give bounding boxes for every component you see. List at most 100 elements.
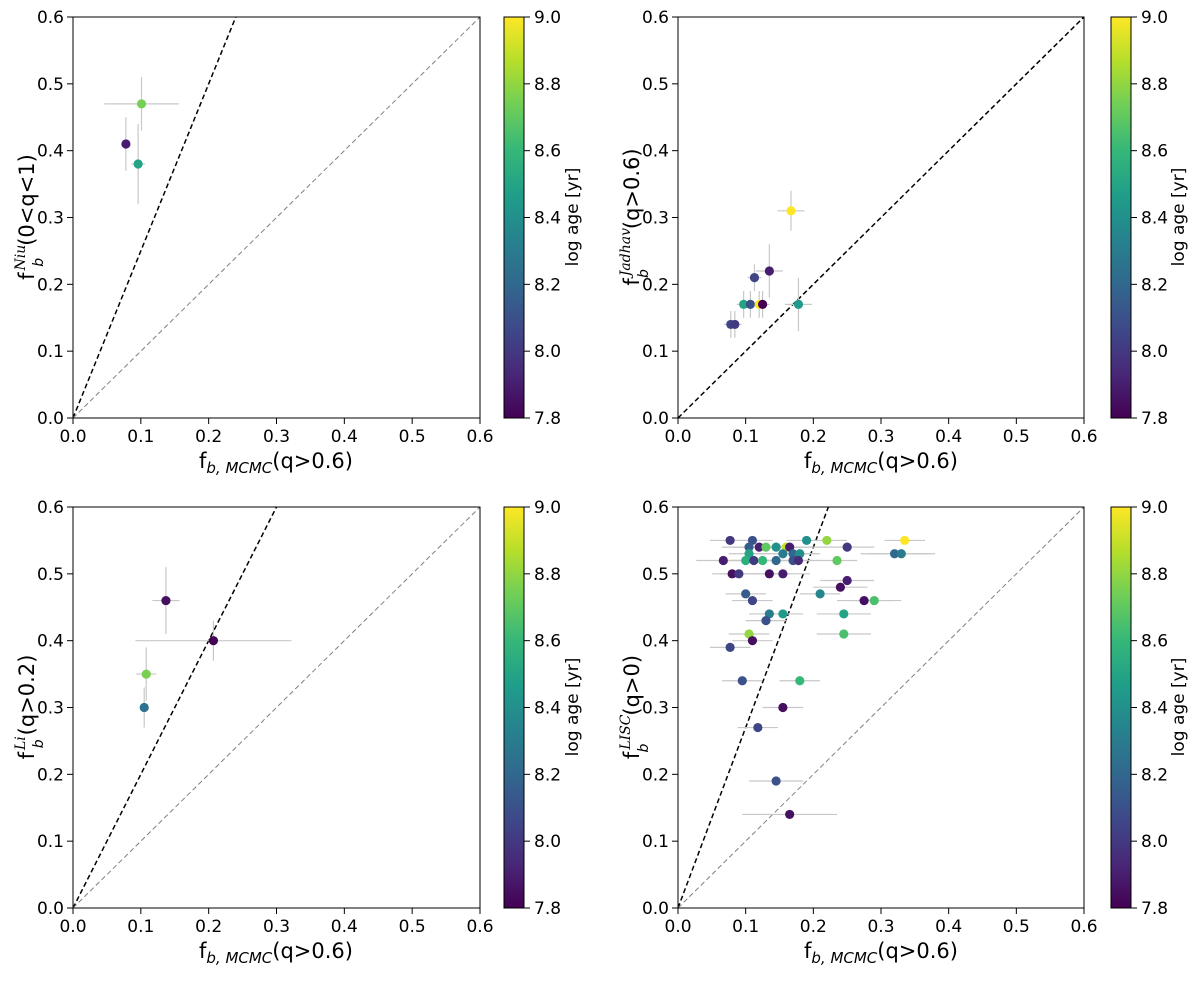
li-point-1 — [208, 636, 219, 646]
niu-y-tick-label-0: 0.0 — [37, 409, 64, 429]
lisc-point-14 — [788, 549, 798, 559]
li-cb-tick-label-0: 7.8 — [534, 899, 561, 919]
li-y-tick-label-0: 0.0 — [37, 899, 64, 919]
niu-cb-tick-label-3: 8.4 — [534, 209, 561, 229]
lisc-y-axis-label: fLISC b(q>0) — [618, 655, 652, 759]
niu-point-2 — [133, 159, 143, 169]
lisc-point-43 — [747, 636, 758, 646]
li-colorbar-label: log age [yr] — [563, 658, 583, 757]
lisc-point-44 — [725, 642, 735, 652]
li-x-tick-label-5: 0.5 — [399, 917, 426, 937]
jadhav-y-tick-label-5: 0.5 — [642, 75, 669, 95]
li-y-ticks: 0.0 0.1 0.2 0.3 0.4 0.5 0.6 — [37, 498, 73, 919]
jadhav-points — [726, 206, 804, 330]
niu-ref-line-0 — [73, 17, 237, 418]
lisc-y-tick-label-5: 0.5 — [642, 565, 669, 585]
li-cb-tick-label-4: 8.6 — [534, 632, 561, 652]
lisc-cb-tick-label-0: 7.8 — [1141, 899, 1168, 919]
niu-cb-tick-label-2: 8.2 — [534, 275, 561, 295]
niu-colorbar-label: log age [yr] — [563, 168, 583, 267]
li-cb-tick-label-3: 8.4 — [534, 699, 561, 719]
lisc-x-tick-label-3: 0.3 — [867, 917, 894, 937]
jadhav-x-tick-label-2: 0.2 — [800, 427, 827, 447]
li-cb-tick-label-5: 8.8 — [534, 565, 561, 585]
niu-points — [121, 99, 147, 169]
li-ref-line-1 — [73, 507, 480, 908]
lisc-point-33 — [815, 589, 825, 599]
lisc-cb-tick-label-2: 8.2 — [1141, 765, 1168, 785]
lisc-cb-tick-label-6: 9.0 — [1141, 498, 1168, 518]
lisc-point-24 — [793, 555, 804, 566]
jadhav-cb-tick-label-3: 8.4 — [1141, 209, 1168, 229]
niu-x-tick-label-5: 0.5 — [399, 427, 426, 447]
lisc-plot-frame — [677, 506, 1085, 909]
jadhav-point-1 — [764, 266, 774, 276]
lisc-point-45 — [737, 676, 747, 686]
lisc-point-35 — [859, 595, 869, 606]
niu-x-tick-label-1: 0.1 — [127, 427, 154, 447]
lisc-point-16 — [889, 549, 900, 559]
jadhav-x-tick-label-4: 0.4 — [935, 427, 962, 447]
jadhav-y-tick-label-1: 0.1 — [642, 342, 669, 362]
lisc-y-tick-label-4: 0.4 — [642, 632, 669, 652]
panel-jadhav: 0.0 0.1 0.2 0.3 0.4 0.5 0.6 0.0 0.1 0.2 0.3 0.4 0.5… — [618, 8, 1189, 477]
lisc-point-17 — [896, 549, 906, 559]
lisc-point-38 — [778, 609, 788, 619]
lisc-point-18 — [718, 555, 728, 566]
li-x-tick-label-4: 0.4 — [331, 917, 358, 937]
niu-x-tick-label-0: 0.0 — [59, 427, 86, 447]
niu-reference-lines — [73, 17, 480, 418]
niu-y-axis-label: fNiu b(0<q<1) — [13, 154, 47, 280]
lisc-point-0 — [725, 535, 735, 546]
niu-x-tick-label-4: 0.4 — [331, 427, 358, 447]
jadhav-y-axis-label: fJadhav b(q>0.6) — [618, 148, 652, 285]
jadhav-x-tick-label-5: 0.5 — [1003, 427, 1030, 447]
lisc-y-tick-label-6: 0.6 — [642, 498, 669, 518]
li-ref-line-0 — [73, 507, 278, 908]
jadhav-point-0 — [786, 206, 796, 216]
jadhav-point-9 — [730, 319, 740, 330]
jadhav-point-2 — [749, 273, 760, 283]
lisc-point-13 — [778, 549, 788, 559]
lisc-colorbar-ticks: 7.8 8.0 8.2 8.4 8.6 8.8 9.0 — [1131, 498, 1168, 919]
lisc-cb-tick-label-1: 8.0 — [1141, 832, 1168, 852]
lisc-point-29 — [778, 569, 788, 579]
lisc-point-3 — [822, 535, 832, 546]
li-y-tick-label-6: 0.6 — [37, 498, 64, 518]
li-reference-lines — [73, 507, 480, 908]
niu-y-tick-label-4: 0.4 — [37, 142, 64, 162]
lisc-ref-line-1 — [678, 507, 1084, 908]
li-x-tick-label-3: 0.3 — [263, 917, 290, 937]
jadhav-cb-tick-label-4: 8.6 — [1141, 142, 1168, 162]
lisc-point-21 — [757, 555, 768, 566]
li-x-tick-label-2: 0.2 — [195, 917, 222, 937]
lisc-point-34 — [747, 595, 758, 606]
lisc-point-2 — [801, 535, 812, 546]
jadhav-colorbar-ticks: 7.8 8.0 8.2 8.4 8.6 8.8 9.0 — [1131, 8, 1168, 429]
lisc-ref-line-0 — [678, 507, 830, 908]
niu-x-tick-label-6: 0.6 — [466, 427, 493, 447]
lisc-cb-tick-label-5: 8.8 — [1141, 565, 1168, 585]
lisc-point-7 — [761, 542, 771, 552]
lisc-point-32 — [741, 589, 751, 599]
li-point-3 — [139, 702, 149, 713]
li-x-axis-label: fb, MCMC(q>0.6) — [199, 939, 353, 967]
jadhav-cb-tick-label-5: 8.8 — [1141, 75, 1168, 95]
niu-x-tick-label-3: 0.3 — [263, 427, 290, 447]
lisc-point-36 — [869, 595, 879, 606]
lisc-cb-tick-label-4: 8.6 — [1141, 632, 1168, 652]
niu-cb-tick-label-6: 9.0 — [534, 8, 561, 28]
lisc-point-25 — [832, 555, 842, 566]
jadhav-point-4 — [745, 299, 756, 309]
jadhav-y-tick-label-4: 0.4 — [642, 142, 669, 162]
jadhav-point-7 — [793, 299, 804, 309]
lisc-point-6 — [754, 542, 764, 552]
lisc-point-11 — [842, 542, 852, 552]
lisc-point-49 — [771, 776, 781, 786]
li-y-tick-label-3: 0.3 — [37, 699, 64, 719]
lisc-y-tick-label-2: 0.2 — [642, 765, 669, 785]
lisc-point-5 — [744, 542, 754, 552]
lisc-point-4 — [900, 535, 910, 546]
niu-point-0 — [121, 139, 131, 149]
